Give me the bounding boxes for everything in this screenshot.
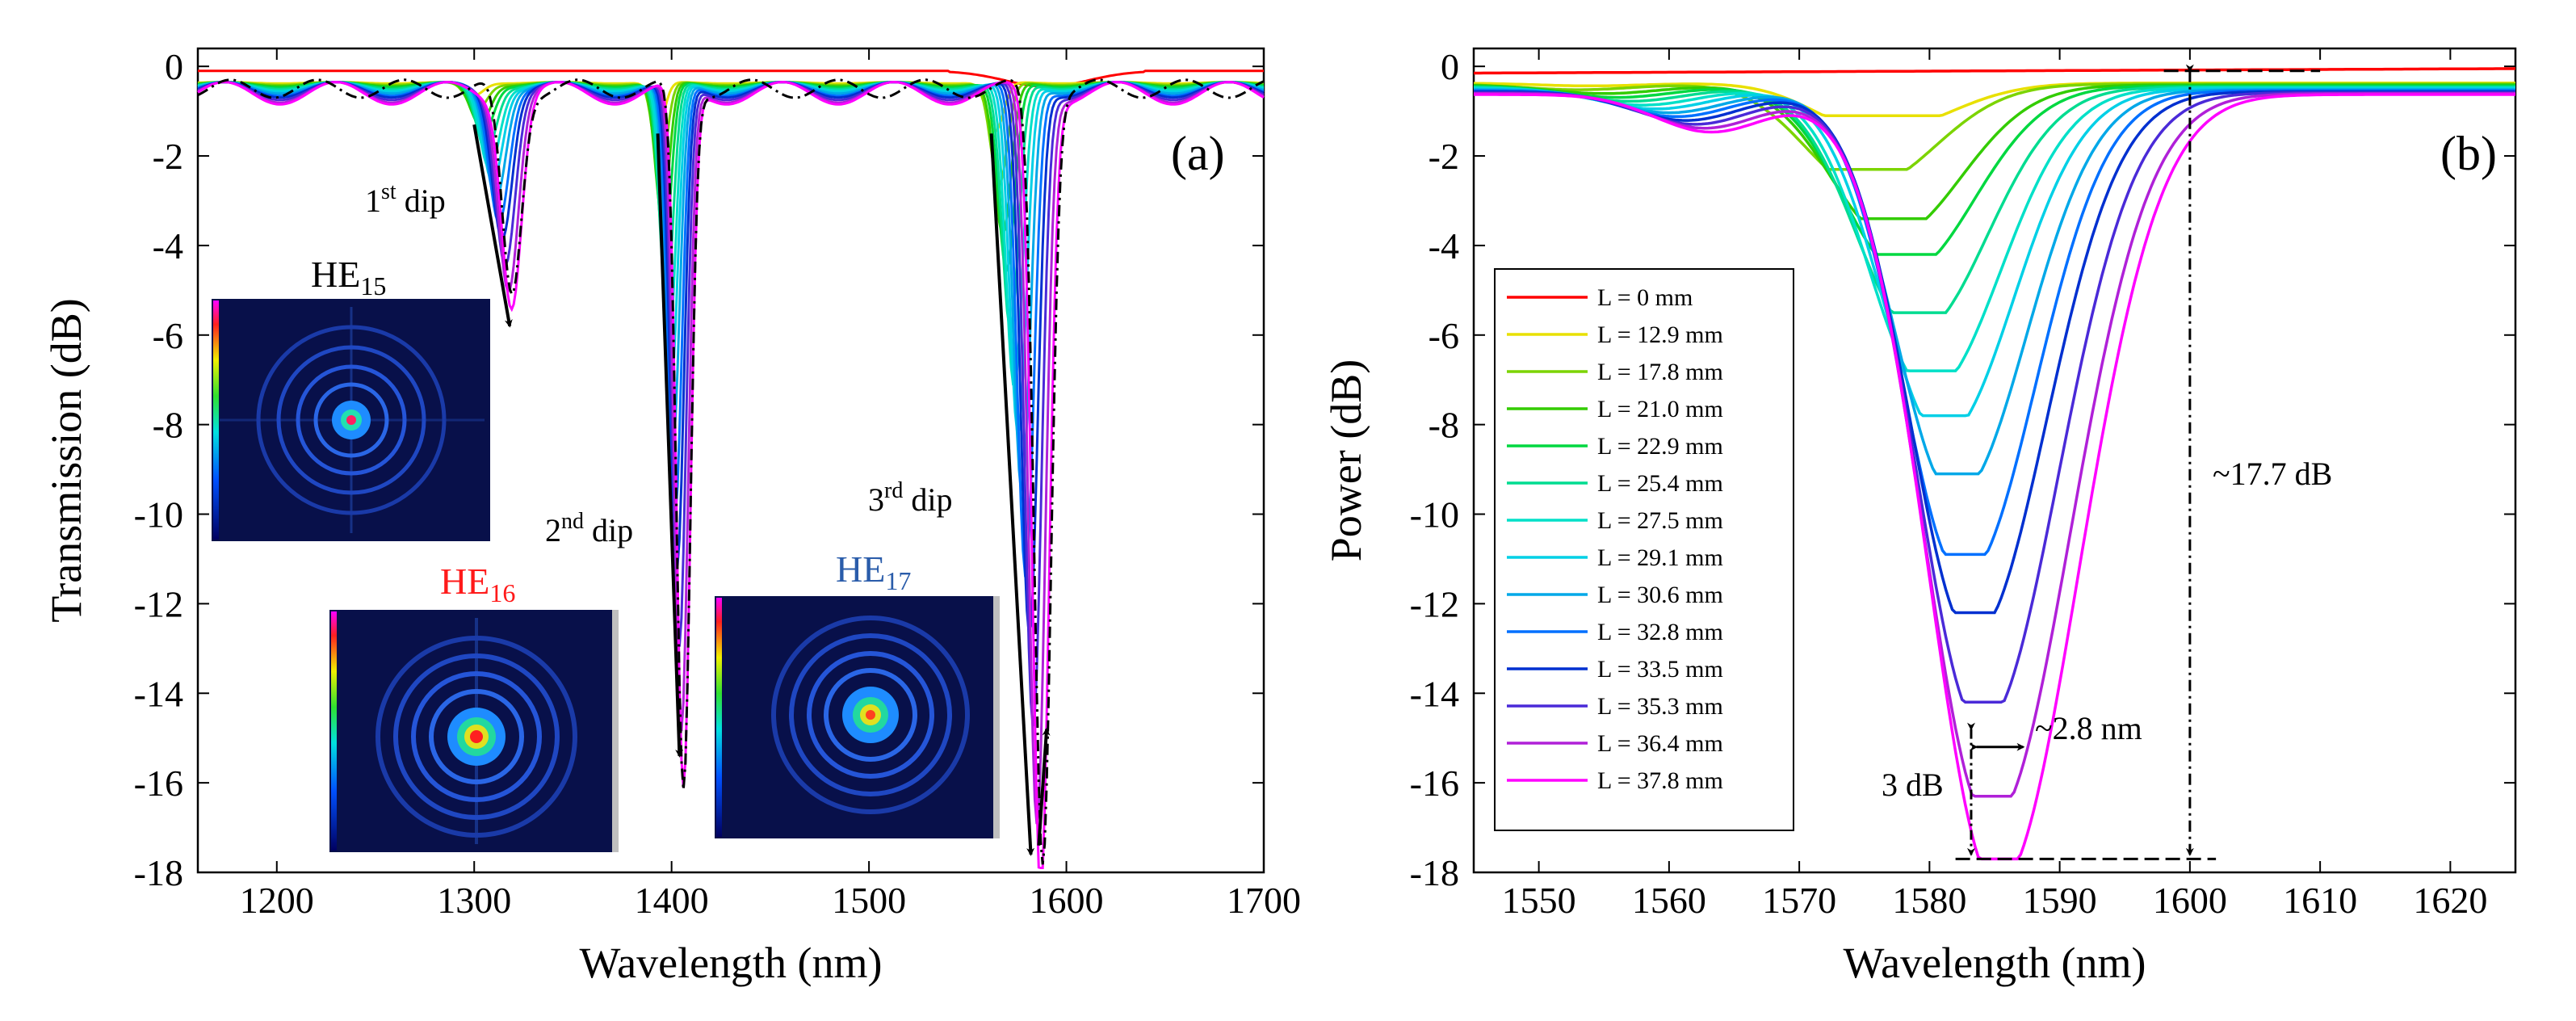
panel-b-xtick-label: 1580 — [1892, 880, 1966, 921]
panel-a-xtick-label: 1500 — [832, 880, 906, 921]
panel-b-ticks: 1550 1560 1570 1580 1590 1600 1610 1620 0 -2 -4 -6 -… — [1410, 46, 2515, 921]
panel-b-ytick-label: 0 — [1441, 46, 1459, 87]
legend-entry-label: L = 36.4 mm — [1597, 730, 1723, 757]
legend-entry-label: L = 33.5 mm — [1597, 656, 1723, 683]
panel-a-xtick-label: 1600 — [1030, 880, 1104, 921]
transmission-line-35.3mm — [197, 81, 1265, 727]
legend-entry-label: L = 37.8 mm — [1597, 767, 1723, 794]
panel-a-curves — [197, 69, 1265, 869]
panel-a-xtick-label: 1300 — [437, 880, 511, 921]
legend-box — [1494, 268, 1794, 831]
panel-b-xtick-label: 1560 — [1632, 880, 1706, 921]
depth-annotation: ~17.7 dB — [2213, 456, 2332, 492]
panel-b-annotation-lines — [1955, 64, 2321, 860]
panel-a-ytick-label: -10 — [134, 494, 183, 536]
panel-b-ytick-label: -2 — [1429, 136, 1459, 177]
inset-he16-core — [470, 730, 483, 743]
legend-entry-label: L = 22.9 mm — [1597, 433, 1723, 460]
panel-a-arrows — [472, 124, 1051, 856]
panel-b-ytick-label: -6 — [1429, 315, 1459, 356]
panel-b-ytick-label: -18 — [1410, 852, 1459, 893]
legend-entry-label: L = 0 mm — [1597, 284, 1693, 311]
panel-b-ytick-label: -10 — [1410, 494, 1459, 536]
panel-b-xtick-label: 1570 — [1762, 880, 1836, 921]
transmission-line-37.8mm — [197, 81, 1265, 869]
panel-b-ylabel: Power (dB) — [1322, 359, 1370, 561]
panel-b-xtick-label: 1610 — [2283, 880, 2357, 921]
legend-entry-label: L = 35.3 mm — [1597, 693, 1723, 720]
dip2-arrow — [656, 133, 684, 758]
dip3-arrow — [989, 133, 1035, 856]
three-db-annotation: 3 dB — [1882, 767, 1944, 803]
legend-entry-label: L = 12.9 mm — [1597, 321, 1723, 348]
legend-entry-label: L = 25.4 mm — [1597, 470, 1723, 497]
panel-b-ytick-label: -8 — [1429, 405, 1459, 446]
inset-he17-colorbar — [716, 598, 722, 837]
dip1-arrow — [472, 124, 513, 328]
inset-he15-colorbar — [213, 300, 219, 540]
panel-a-ytick-label: -2 — [153, 136, 183, 177]
series-line-0mm — [1474, 67, 2516, 75]
inset-he16: HE16 — [329, 561, 619, 852]
panel-b-xtick-label: 1550 — [1502, 880, 1576, 921]
panel-b-xlabel: Wavelength (nm) — [1843, 939, 2146, 987]
legend-entry-label: L = 21.0 mm — [1597, 396, 1723, 422]
panel-a-ticks: 1200 1300 1400 1500 1600 1700 0 -2 -4 -6 -8 -10 -12 -… — [134, 46, 1301, 921]
panel-a-xlabel: Wavelength (nm) — [579, 939, 882, 987]
panel-a-xtick-label: 1200 — [240, 880, 314, 921]
transmission-line-30.6mm — [197, 81, 1265, 493]
inset-he17-core — [866, 710, 875, 720]
dip2-annotation: 2nd dip — [545, 509, 633, 548]
bandwidth-annotation: ~2.8 nm — [2035, 710, 2142, 746]
panel-b-xtick-label: 1600 — [2153, 880, 2227, 921]
transmission-line-0mm — [198, 69, 1264, 88]
series-line-37.8mm — [1474, 93, 2515, 861]
panel-b-ytick-label: -4 — [1429, 225, 1459, 267]
panel-b-xtick-label: 1620 — [2413, 880, 2487, 921]
panel-b-curves — [1473, 67, 2516, 861]
panel-a-ytick-label: -18 — [134, 852, 183, 893]
panel-a-xtick-label: 1700 — [1227, 880, 1301, 921]
panel-a-xtick-label: 1400 — [635, 880, 709, 921]
inset-he17: HE17 — [715, 548, 1000, 838]
inset-he15-label: HE15 — [311, 254, 386, 300]
inset-he17-label: HE17 — [836, 548, 911, 595]
panel-b-ytick-label: -16 — [1410, 763, 1459, 804]
legend-entry-label: L = 30.6 mm — [1597, 582, 1723, 608]
panel-a-ylabel: Transmission (dB) — [42, 298, 90, 623]
panel-a-label: (a) — [1171, 127, 1225, 180]
panel-a-ytick-label: -4 — [153, 225, 183, 267]
inset-he15: HE15 — [212, 254, 490, 541]
inset-he16-label: HE16 — [440, 561, 515, 607]
legend-entry-label: L = 27.5 mm — [1597, 507, 1723, 534]
legend-entry-label: L = 17.8 mm — [1597, 359, 1723, 385]
dip3-return-arrow — [1037, 727, 1051, 846]
inset-he15-core — [346, 415, 356, 425]
panel-b: 1550 1560 1570 1580 1590 1600 1610 1620 0 -2 -4 -6 -… — [1322, 46, 2517, 987]
legend: L = 0 mm L = 12.9 mm L = 17.8 mm L = 21.0 m… — [1494, 268, 1794, 831]
reference-trace — [197, 78, 1265, 865]
transmission-line-33.5mm — [197, 81, 1265, 634]
panel-a-ytick-label: -14 — [134, 673, 183, 714]
panel-a-ytick-label: -6 — [153, 315, 183, 356]
dip1-annotation: 1st dip — [365, 179, 446, 219]
panel-b-ytick-label: -14 — [1410, 673, 1459, 714]
panel-a-ytick-label: -16 — [134, 763, 183, 804]
legend-entry-label: L = 32.8 mm — [1597, 619, 1723, 645]
inset-he16-colorbar — [331, 611, 337, 851]
panel-b-label: (b) — [2440, 127, 2497, 180]
panel-a-ytick-label: -12 — [134, 583, 183, 624]
panel-a: 1200 1300 1400 1500 1600 1700 0 -2 -4 -6 -8 -10 -12 -… — [42, 46, 1301, 987]
panel-b-ytick-label: -12 — [1410, 583, 1459, 624]
panel-b-xtick-label: 1590 — [2023, 880, 2097, 921]
panel-a-ytick-label: -8 — [153, 405, 183, 446]
dip3-annotation: 3rd dip — [868, 478, 952, 518]
panel-a-ytick-label: 0 — [165, 46, 183, 87]
legend-entry-label: L = 29.1 mm — [1597, 544, 1723, 571]
